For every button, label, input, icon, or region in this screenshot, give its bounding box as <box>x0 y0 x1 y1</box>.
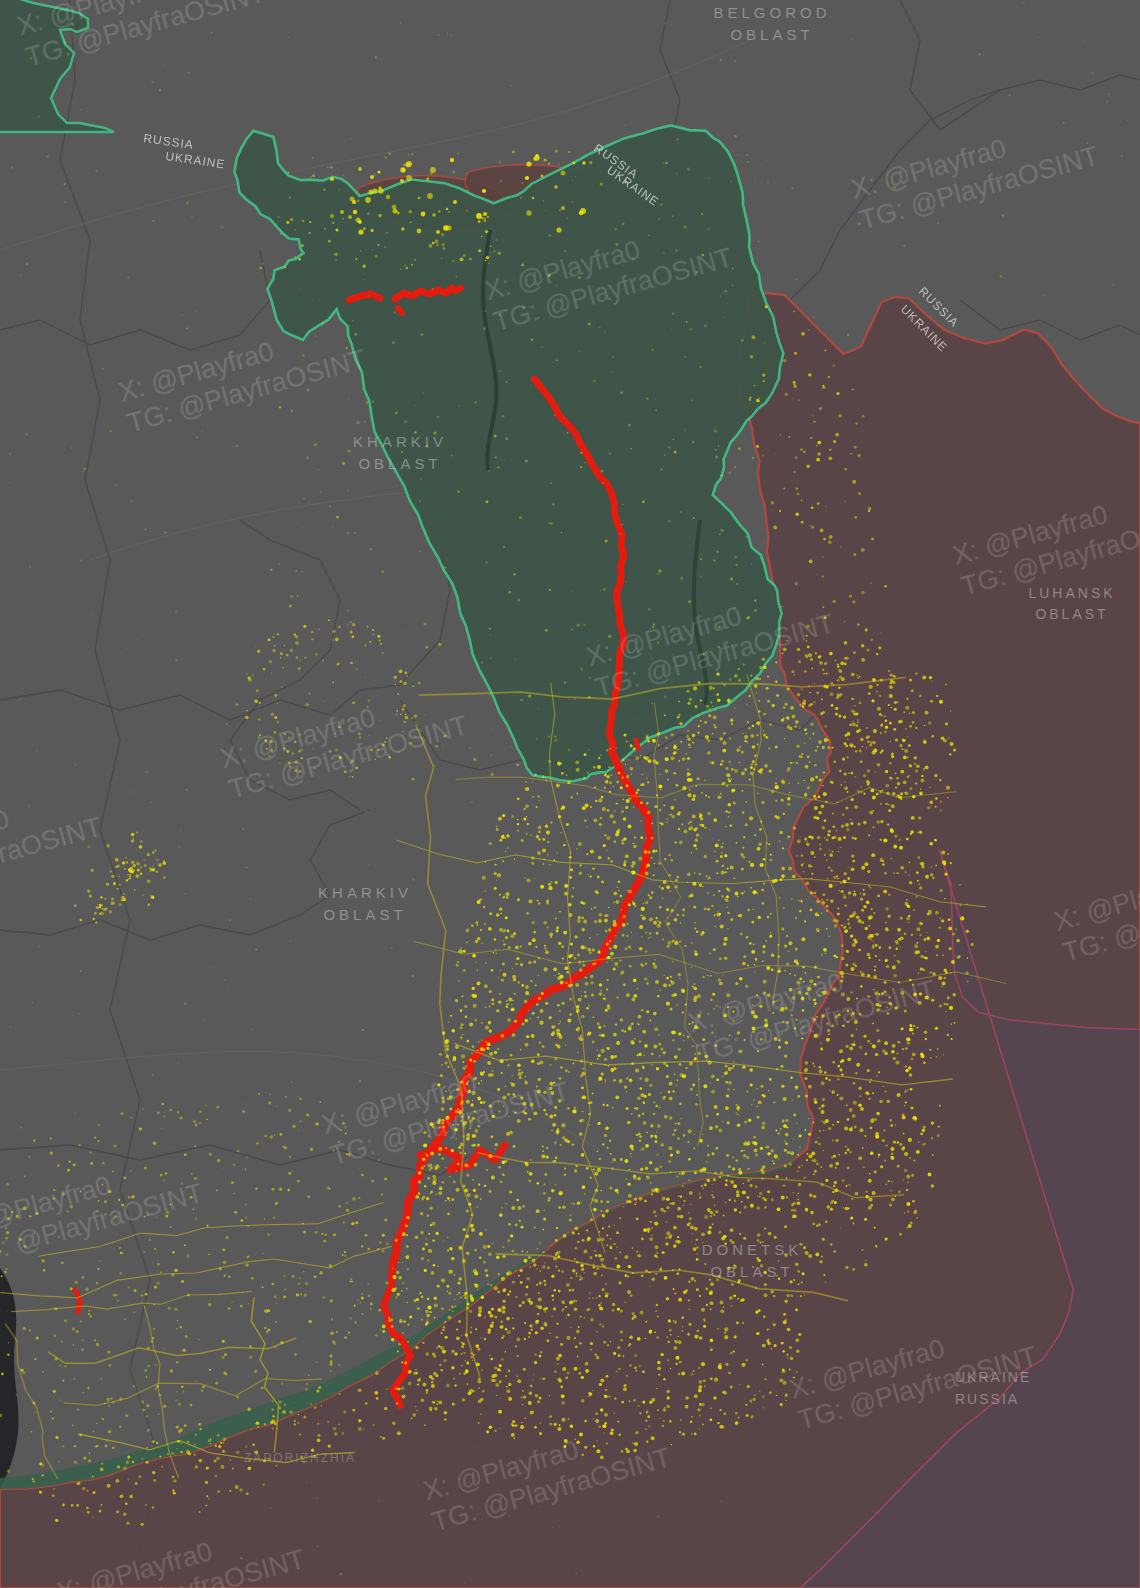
svg-text:OBLAST: OBLAST <box>358 455 441 472</box>
svg-text:UKRAINE: UKRAINE <box>955 1369 1031 1385</box>
svg-text:LUHANSK: LUHANSK <box>1028 585 1115 601</box>
svg-text:KHARKIV: KHARKIV <box>353 433 447 450</box>
svg-text:ZAPORIZHZHIA: ZAPORIZHZHIA <box>244 1451 356 1465</box>
svg-text:OBLAST: OBLAST <box>730 26 813 43</box>
svg-text:OBLAST: OBLAST <box>710 1263 793 1280</box>
svg-text:OBLAST: OBLAST <box>1035 606 1108 622</box>
svg-text:OBLAST: OBLAST <box>323 906 406 923</box>
svg-text:RUSSIA: RUSSIA <box>955 1391 1019 1407</box>
svg-text:KHARKIV: KHARKIV <box>318 884 412 901</box>
svg-text:DONETSK: DONETSK <box>702 1241 803 1258</box>
svg-text:BELGOROD: BELGOROD <box>713 4 830 21</box>
